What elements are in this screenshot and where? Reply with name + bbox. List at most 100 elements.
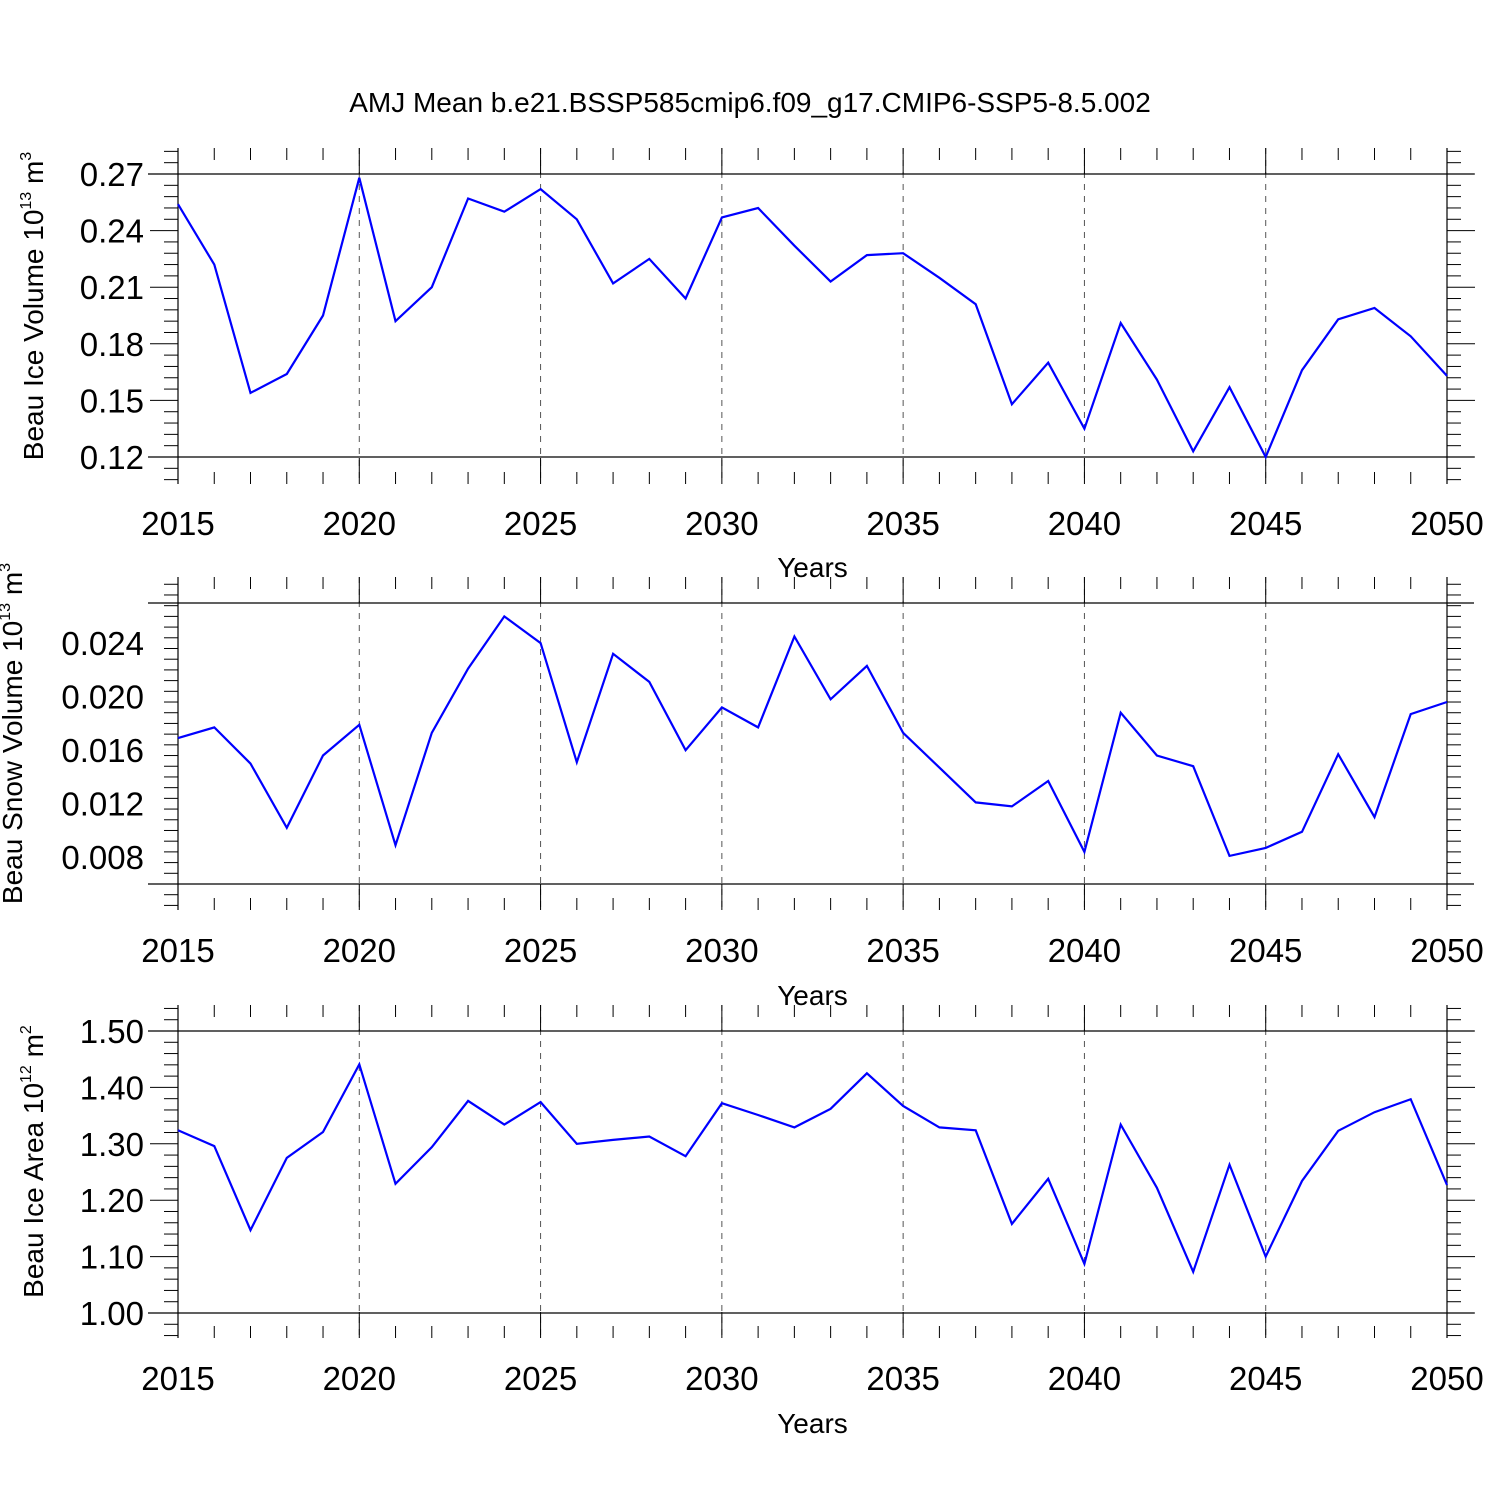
data-point xyxy=(685,1155,687,1157)
data-point xyxy=(395,1183,397,1185)
y-tick-label: 0.008 xyxy=(61,839,144,876)
data-point xyxy=(1228,386,1230,388)
data-point xyxy=(1301,831,1303,833)
data-point xyxy=(793,635,795,637)
data-point xyxy=(503,615,505,617)
data-point xyxy=(540,642,542,644)
x-tick-label: 2015 xyxy=(141,932,214,969)
data-point xyxy=(1083,851,1085,853)
panel-1: 0.12 0.15 0.18 0.21 0.24 0.27 2015 2020 2025 2030… xyxy=(18,148,1484,583)
data-point xyxy=(866,665,868,667)
data-point xyxy=(938,277,940,279)
data-point xyxy=(1011,403,1013,405)
data-point xyxy=(576,761,578,763)
x-tick-label: 2035 xyxy=(866,505,939,542)
series-line xyxy=(177,614,1448,858)
data-point xyxy=(1120,1124,1122,1126)
data-point xyxy=(757,726,759,728)
y-axis-title: Beau Ice Area 1012 m2 xyxy=(18,1025,49,1298)
data-point xyxy=(431,1146,433,1148)
data-point xyxy=(902,1105,904,1107)
data-point xyxy=(830,698,832,700)
data-point xyxy=(250,392,252,394)
data-point xyxy=(1446,1184,1448,1186)
x-tick-label: 2030 xyxy=(685,932,758,969)
x-tick-label: 2045 xyxy=(1229,1360,1302,1397)
data-point xyxy=(177,203,179,205)
data-point xyxy=(1156,755,1158,757)
panel-3: 1.00 1.10 1.20 1.30 1.40 1.50 2015 2020 2025 2030… xyxy=(18,1005,1484,1439)
data-point xyxy=(213,1145,215,1147)
data-point xyxy=(830,1108,832,1110)
data-point xyxy=(1446,375,1448,377)
x-tick-label: 2025 xyxy=(504,1360,577,1397)
y-tick-label: 0.12 xyxy=(80,439,144,476)
data-point xyxy=(322,1131,324,1133)
data-point xyxy=(1083,428,1085,430)
data-point xyxy=(213,726,215,728)
data-point xyxy=(1337,753,1339,755)
y-axis-title-unit: m xyxy=(18,161,49,192)
data-point xyxy=(648,681,650,683)
data-point xyxy=(1337,318,1339,320)
x-tick-label: 2040 xyxy=(1048,1360,1121,1397)
y-tick-label: 1.30 xyxy=(80,1126,144,1163)
data-point xyxy=(1047,1178,1049,1180)
x-tick-label: 2045 xyxy=(1229,505,1302,542)
data-point xyxy=(1265,456,1267,458)
data-point xyxy=(793,1126,795,1128)
data-point xyxy=(1192,450,1194,452)
data-point xyxy=(1265,847,1267,849)
data-point xyxy=(1083,1263,1085,1265)
y-tick-label: 1.40 xyxy=(80,1069,144,1106)
data-point xyxy=(866,1072,868,1074)
data-point xyxy=(1011,805,1013,807)
data-point xyxy=(975,1129,977,1131)
data-point xyxy=(1410,335,1412,337)
data-point xyxy=(721,706,723,708)
y-axis-title-text: Beau Snow Volume 10 xyxy=(0,621,28,904)
data-point xyxy=(938,1126,940,1128)
data-point xyxy=(395,320,397,322)
x-tick-label: 2015 xyxy=(141,1360,214,1397)
x-tick-label: 2040 xyxy=(1048,505,1121,542)
chart-title: AMJ Mean b.e21.BSSP585cmip6.f09_g17.CMIP… xyxy=(349,87,1151,118)
data-point xyxy=(1373,1111,1375,1113)
data-point xyxy=(721,1102,723,1104)
data-point xyxy=(1373,307,1375,309)
data-point xyxy=(1301,1180,1303,1182)
data-point xyxy=(431,286,433,288)
data-point xyxy=(1047,362,1049,364)
x-tick-label: 2050 xyxy=(1410,505,1483,542)
y-tick-label: 0.020 xyxy=(61,679,144,716)
data-point xyxy=(286,827,288,829)
y-axis-title: Beau Ice Volume 1013 m3 xyxy=(18,152,49,461)
data-point xyxy=(503,211,505,213)
data-point xyxy=(358,177,360,179)
x-tick-label: 2050 xyxy=(1410,932,1483,969)
y-axis-title-unit-exponent: 2 xyxy=(18,1025,35,1034)
data-point xyxy=(1156,379,1158,381)
data-point xyxy=(1011,1223,1013,1225)
data-point xyxy=(1301,369,1303,371)
y-tick-label: 1.50 xyxy=(80,1013,144,1050)
data-point xyxy=(1192,765,1194,767)
y-axis-title-exponent: 12 xyxy=(18,1065,35,1083)
data-point xyxy=(648,258,650,260)
y-tick-label: 0.24 xyxy=(80,213,144,250)
y-axis-title-exponent: 13 xyxy=(0,603,14,621)
data-point xyxy=(1047,780,1049,782)
series-line xyxy=(177,1061,1449,1275)
y-axis-title-unit: m xyxy=(0,572,28,603)
data-point xyxy=(322,315,324,317)
data-point xyxy=(1410,713,1412,715)
data-point xyxy=(793,245,795,247)
x-tick-label: 2030 xyxy=(685,1360,758,1397)
data-point xyxy=(685,749,687,751)
y-axis-title-unit-exponent: 3 xyxy=(0,563,14,572)
x-tick-label: 2025 xyxy=(504,505,577,542)
y-tick-label: 0.024 xyxy=(61,625,144,662)
data-point xyxy=(286,373,288,375)
